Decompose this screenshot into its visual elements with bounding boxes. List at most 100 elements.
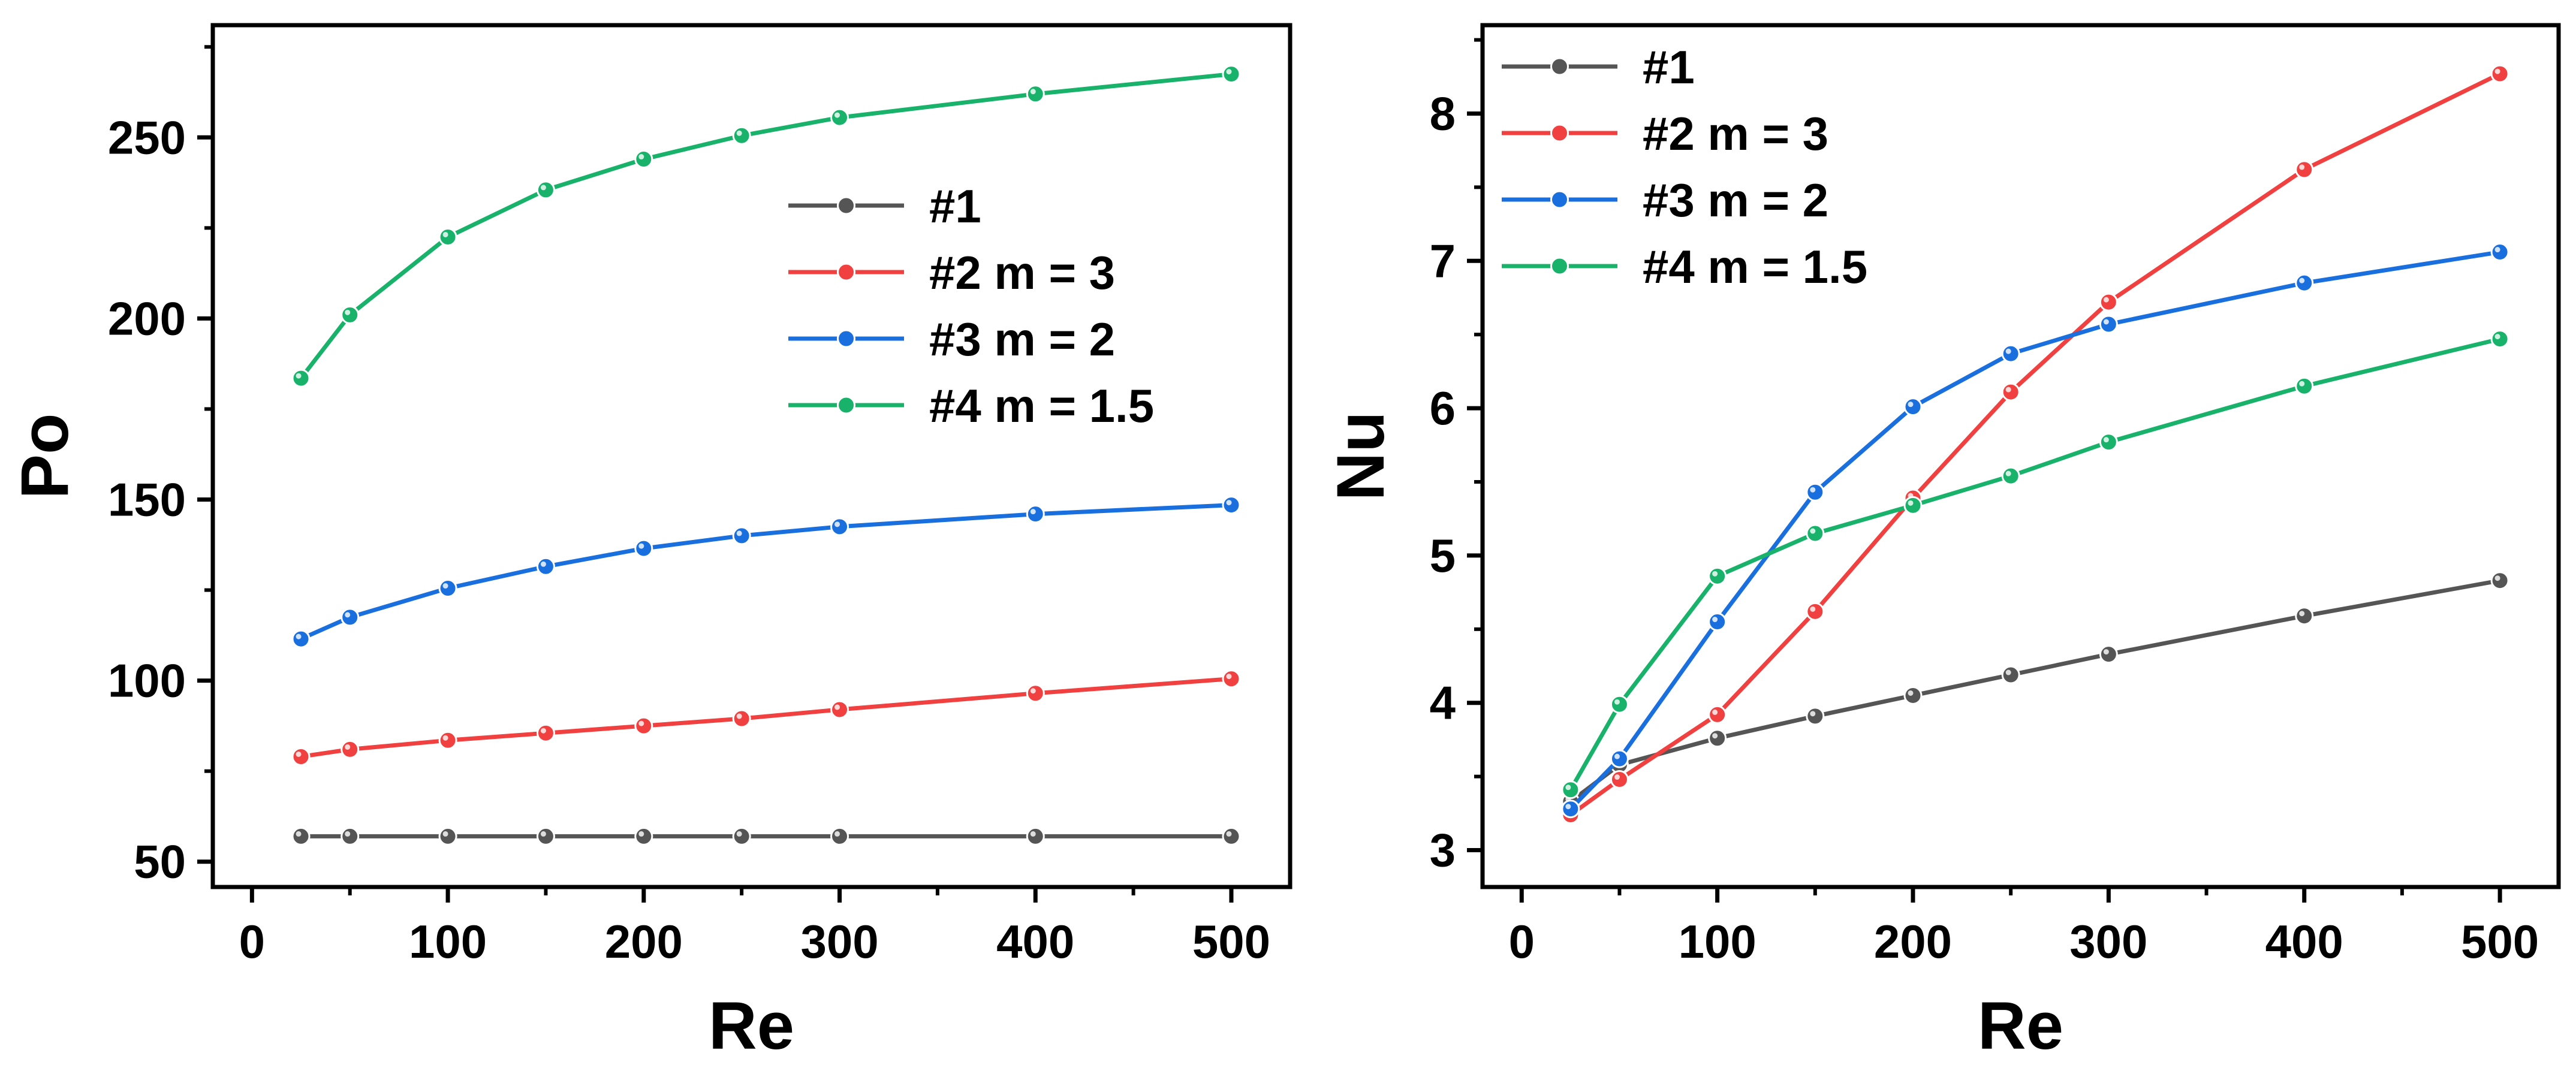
data-point-highlight bbox=[2103, 437, 2109, 443]
data-point bbox=[1561, 800, 1580, 819]
x-tick-label: 300 bbox=[800, 915, 878, 968]
data-point-highlight bbox=[1712, 571, 1718, 577]
x-tick-label: 100 bbox=[1679, 915, 1756, 968]
data-point bbox=[341, 608, 360, 627]
data-point-highlight bbox=[1030, 509, 1036, 515]
data-point-highlight bbox=[2299, 164, 2305, 170]
data-point bbox=[438, 826, 457, 846]
x-tick-label: 400 bbox=[996, 915, 1074, 968]
data-point bbox=[1222, 669, 1241, 689]
data-point bbox=[1222, 826, 1241, 846]
data-point bbox=[1610, 749, 1629, 768]
data-point bbox=[2295, 607, 2314, 626]
data-point bbox=[536, 826, 555, 846]
data-point-highlight bbox=[1614, 699, 1620, 705]
data-point bbox=[830, 108, 849, 127]
legend-marker bbox=[837, 396, 855, 415]
series-3 bbox=[1561, 243, 2509, 819]
legend-marker bbox=[1550, 257, 1569, 276]
data-point-highlight bbox=[1810, 606, 1816, 612]
data-point bbox=[1806, 707, 1825, 726]
legend-label: #2 m = 3 bbox=[929, 246, 1115, 299]
data-point-highlight bbox=[2005, 470, 2011, 476]
series-1 bbox=[1561, 571, 2509, 811]
data-point bbox=[2490, 571, 2509, 590]
data-point-highlight bbox=[834, 521, 840, 527]
y-tick-label: 150 bbox=[108, 473, 186, 526]
data-point bbox=[830, 700, 849, 719]
data-point-highlight bbox=[1712, 733, 1718, 739]
data-point-highlight bbox=[345, 831, 351, 837]
data-point bbox=[1026, 684, 1045, 703]
legend-label: #2 m = 3 bbox=[1643, 107, 1828, 160]
data-point-highlight bbox=[2103, 649, 2109, 655]
data-point bbox=[438, 579, 457, 598]
data-point bbox=[732, 709, 751, 728]
data-point-highlight bbox=[1226, 674, 1232, 680]
series-1 bbox=[291, 826, 1241, 846]
y-tick-label: 100 bbox=[108, 654, 186, 707]
data-point bbox=[2099, 645, 2118, 664]
data-point bbox=[1806, 482, 1825, 502]
data-point bbox=[1561, 780, 1580, 800]
data-point-highlight bbox=[1226, 69, 1232, 75]
y-tick-label: 6 bbox=[1430, 382, 1456, 435]
y-tick-label: 4 bbox=[1430, 677, 1456, 729]
x-tick-label: 400 bbox=[2265, 915, 2343, 968]
data-point-highlight bbox=[638, 543, 644, 549]
data-point-highlight bbox=[834, 831, 840, 837]
data-point bbox=[1610, 695, 1629, 714]
data-point-highlight bbox=[638, 720, 644, 726]
data-point-highlight bbox=[296, 831, 302, 837]
data-point-highlight bbox=[296, 633, 302, 639]
data-point bbox=[536, 557, 555, 576]
data-point-highlight bbox=[1712, 709, 1718, 715]
data-point bbox=[2490, 64, 2509, 83]
x-axis-label: Re bbox=[1978, 988, 2063, 1063]
legend: #1 #2 m = 3 #3 m = 2 #4 m = 1.5 bbox=[1502, 41, 1867, 293]
data-point-highlight bbox=[2103, 319, 2109, 325]
data-point-highlight bbox=[1908, 500, 1914, 506]
data-point bbox=[341, 305, 360, 324]
data-point bbox=[438, 731, 457, 750]
data-point bbox=[1026, 85, 1045, 104]
data-point bbox=[1708, 613, 1727, 632]
data-point-highlight bbox=[1030, 89, 1036, 95]
data-point-highlight bbox=[1810, 711, 1816, 717]
data-point-highlight bbox=[2005, 387, 2011, 393]
legend-label: #1 bbox=[1643, 41, 1695, 93]
legend-marker bbox=[1550, 123, 1569, 143]
data-point bbox=[536, 723, 555, 743]
data-point-highlight bbox=[296, 751, 302, 757]
data-point-highlight bbox=[638, 154, 644, 160]
data-point-highlight bbox=[540, 831, 546, 837]
data-point-highlight bbox=[834, 112, 840, 118]
data-point bbox=[341, 740, 360, 759]
data-point bbox=[1026, 826, 1045, 846]
data-point bbox=[1222, 496, 1241, 515]
data-point bbox=[2099, 315, 2118, 334]
data-point-highlight bbox=[1226, 831, 1232, 837]
y-tick-label: 7 bbox=[1430, 234, 1456, 287]
legend-marker bbox=[1550, 57, 1569, 76]
plot-frame bbox=[1480, 23, 2561, 889]
data-point bbox=[1903, 496, 1923, 515]
data-point-highlight bbox=[540, 561, 546, 567]
data-point bbox=[2001, 665, 2020, 684]
data-point bbox=[1806, 602, 1825, 621]
x-tick-label: 500 bbox=[1192, 915, 1270, 968]
series-2 bbox=[291, 669, 1241, 766]
legend-label: #3 m = 2 bbox=[1643, 174, 1828, 227]
data-point bbox=[1708, 566, 1727, 586]
data-point-highlight bbox=[442, 231, 448, 237]
data-point bbox=[1708, 729, 1727, 748]
y-axis-label: Po bbox=[7, 413, 82, 499]
data-point bbox=[2295, 273, 2314, 292]
data-point bbox=[291, 369, 311, 388]
data-point bbox=[536, 180, 555, 200]
legend-marker bbox=[837, 263, 855, 282]
data-point-highlight bbox=[1226, 500, 1232, 506]
series-4 bbox=[291, 65, 1241, 388]
data-point-highlight bbox=[442, 831, 448, 837]
data-point-highlight bbox=[1565, 785, 1571, 791]
